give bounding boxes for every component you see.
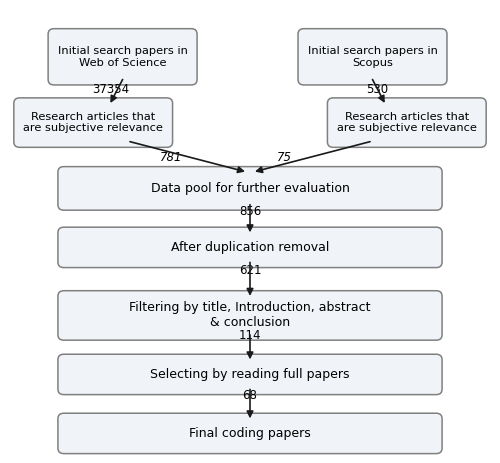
FancyBboxPatch shape bbox=[58, 413, 442, 454]
FancyBboxPatch shape bbox=[58, 167, 442, 210]
Text: 856: 856 bbox=[239, 205, 261, 218]
Text: 621: 621 bbox=[239, 263, 261, 276]
Text: 37354: 37354 bbox=[92, 83, 129, 96]
Text: 781: 781 bbox=[160, 150, 183, 163]
FancyBboxPatch shape bbox=[58, 227, 442, 268]
Text: Initial search papers in
Scopus: Initial search papers in Scopus bbox=[308, 46, 438, 68]
Text: Research articles that
are subjective relevance: Research articles that are subjective re… bbox=[24, 112, 163, 133]
Text: Selecting by reading full papers: Selecting by reading full papers bbox=[150, 368, 350, 381]
FancyBboxPatch shape bbox=[14, 98, 172, 147]
Text: Data pool for further evaluation: Data pool for further evaluation bbox=[150, 182, 350, 195]
FancyBboxPatch shape bbox=[48, 29, 197, 85]
Text: Filtering by title, Introduction, abstract
& conclusion: Filtering by title, Introduction, abstra… bbox=[129, 301, 371, 330]
FancyBboxPatch shape bbox=[58, 354, 442, 394]
Text: 68: 68 bbox=[242, 389, 258, 402]
Text: 114: 114 bbox=[239, 329, 261, 342]
Text: Final coding papers: Final coding papers bbox=[189, 427, 311, 440]
Text: After duplication removal: After duplication removal bbox=[171, 241, 329, 254]
FancyBboxPatch shape bbox=[298, 29, 447, 85]
Text: Research articles that
are subjective relevance: Research articles that are subjective re… bbox=[337, 112, 476, 133]
Text: 530: 530 bbox=[366, 83, 388, 96]
FancyBboxPatch shape bbox=[58, 291, 442, 340]
Text: Initial search papers in
Web of Science: Initial search papers in Web of Science bbox=[58, 46, 188, 68]
FancyBboxPatch shape bbox=[328, 98, 486, 147]
Text: 75: 75 bbox=[277, 150, 292, 163]
